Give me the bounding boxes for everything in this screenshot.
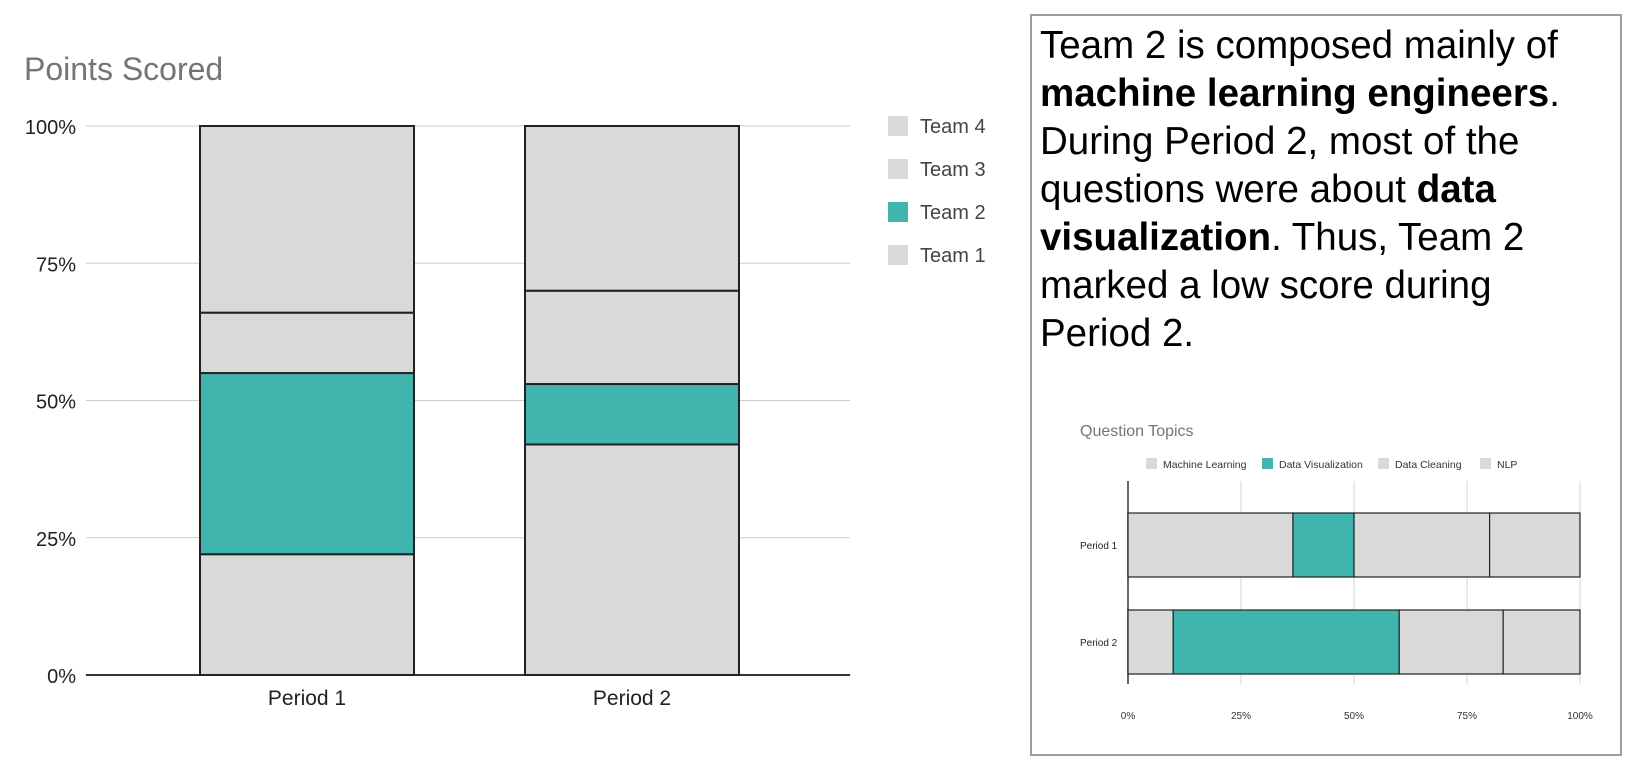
mini-x-tick-label: 75% (1457, 711, 1477, 722)
x-tick-label: Period 1 (268, 687, 346, 710)
mini-bar-segment-nlp (1489, 512, 1581, 578)
y-tick-label: 25% (36, 529, 76, 551)
annotation-bold-1: machine learning engineers (1040, 72, 1550, 115)
mini-legend-swatch-machine-learning (1146, 458, 1157, 469)
y-tick-label: 0% (47, 666, 76, 688)
bar-segment-team-3 (199, 311, 415, 375)
bar-segment-team-1 (199, 553, 415, 676)
mini-category-label: Period 1 (1080, 541, 1118, 552)
bar-segment-team-2 (524, 383, 740, 446)
legend-label-team-1: Team 1 (920, 245, 986, 267)
annotation-panel: Team 2 is composed mainly of machine lea… (1030, 14, 1622, 756)
legend-swatch-team-4 (888, 116, 908, 136)
bar-segment-team-1 (524, 443, 740, 677)
bar-segment-team-4 (524, 125, 740, 292)
mini-legend-swatch-nlp (1480, 458, 1491, 469)
mini-bar-segment-data-cleaning (1398, 609, 1504, 675)
question-topics-chart: Question Topics Machine Learning Data Vis… (1080, 423, 1593, 722)
annotation-text: Team 2 is composed mainly of machine lea… (1040, 22, 1600, 358)
mini-bar-segment-machine-learning (1127, 609, 1174, 675)
mini-chart-title: Question Topics (1080, 423, 1194, 440)
mini-legend-swatch-data-cleaning (1378, 458, 1389, 469)
mini-bar-segment-data-visualization (1172, 609, 1400, 675)
x-tick-label: Period 2 (593, 687, 671, 710)
legend-label-team-2: Team 2 (920, 202, 986, 224)
y-tick-label: 100% (25, 117, 76, 139)
mini-x-tick-label: 25% (1231, 711, 1251, 722)
mini-x-tick-label: 0% (1121, 711, 1136, 722)
mini-category-label: Period 2 (1080, 638, 1118, 649)
mini-legend-label-machine-learning: Machine Learning (1163, 459, 1247, 471)
bar-segment-team-4 (199, 125, 415, 314)
legend-label-team-3: Team 3 (920, 159, 986, 181)
legend-swatch-team-3 (888, 159, 908, 179)
annotation-bold-2: data visualization (1040, 168, 1496, 259)
mini-legend-swatch-data-visualization (1262, 458, 1273, 469)
annotation-text-2: . During Period 2, most of the questions… (1040, 72, 1560, 211)
mini-bar-segment-nlp (1502, 609, 1581, 675)
mini-legend-label-data-cleaning: Data Cleaning (1395, 459, 1462, 471)
y-tick-label: 75% (36, 254, 76, 276)
chart-title: Points Scored (24, 51, 223, 87)
bar-segment-team-2 (199, 372, 415, 556)
legend-label-team-4: Team 4 (920, 116, 986, 138)
legend-swatch-team-1 (888, 245, 908, 265)
annotation-text-1: Team 2 is composed mainly of (1040, 24, 1558, 67)
y-tick-label: 50% (36, 392, 76, 414)
legend-swatch-team-2 (888, 202, 908, 222)
points-scored-chart: Points Scored 0% 25% 50% 75% 100% Period 1 Pe… (24, 51, 986, 710)
mini-x-tick-label: 100% (1567, 711, 1593, 722)
mini-bar-segment-data-visualization (1292, 512, 1355, 578)
mini-x-tick-label: 50% (1344, 711, 1364, 722)
bar-segment-team-3 (524, 289, 740, 386)
mini-legend-label-nlp: NLP (1497, 459, 1517, 471)
mini-bar-segment-machine-learning (1127, 512, 1294, 578)
annotation-text-3: . Thus, Team 2 marked a low score during… (1040, 216, 1525, 355)
mini-legend-label-data-visualization: Data Visualization (1279, 459, 1363, 471)
mini-bar-segment-data-cleaning (1353, 512, 1491, 578)
